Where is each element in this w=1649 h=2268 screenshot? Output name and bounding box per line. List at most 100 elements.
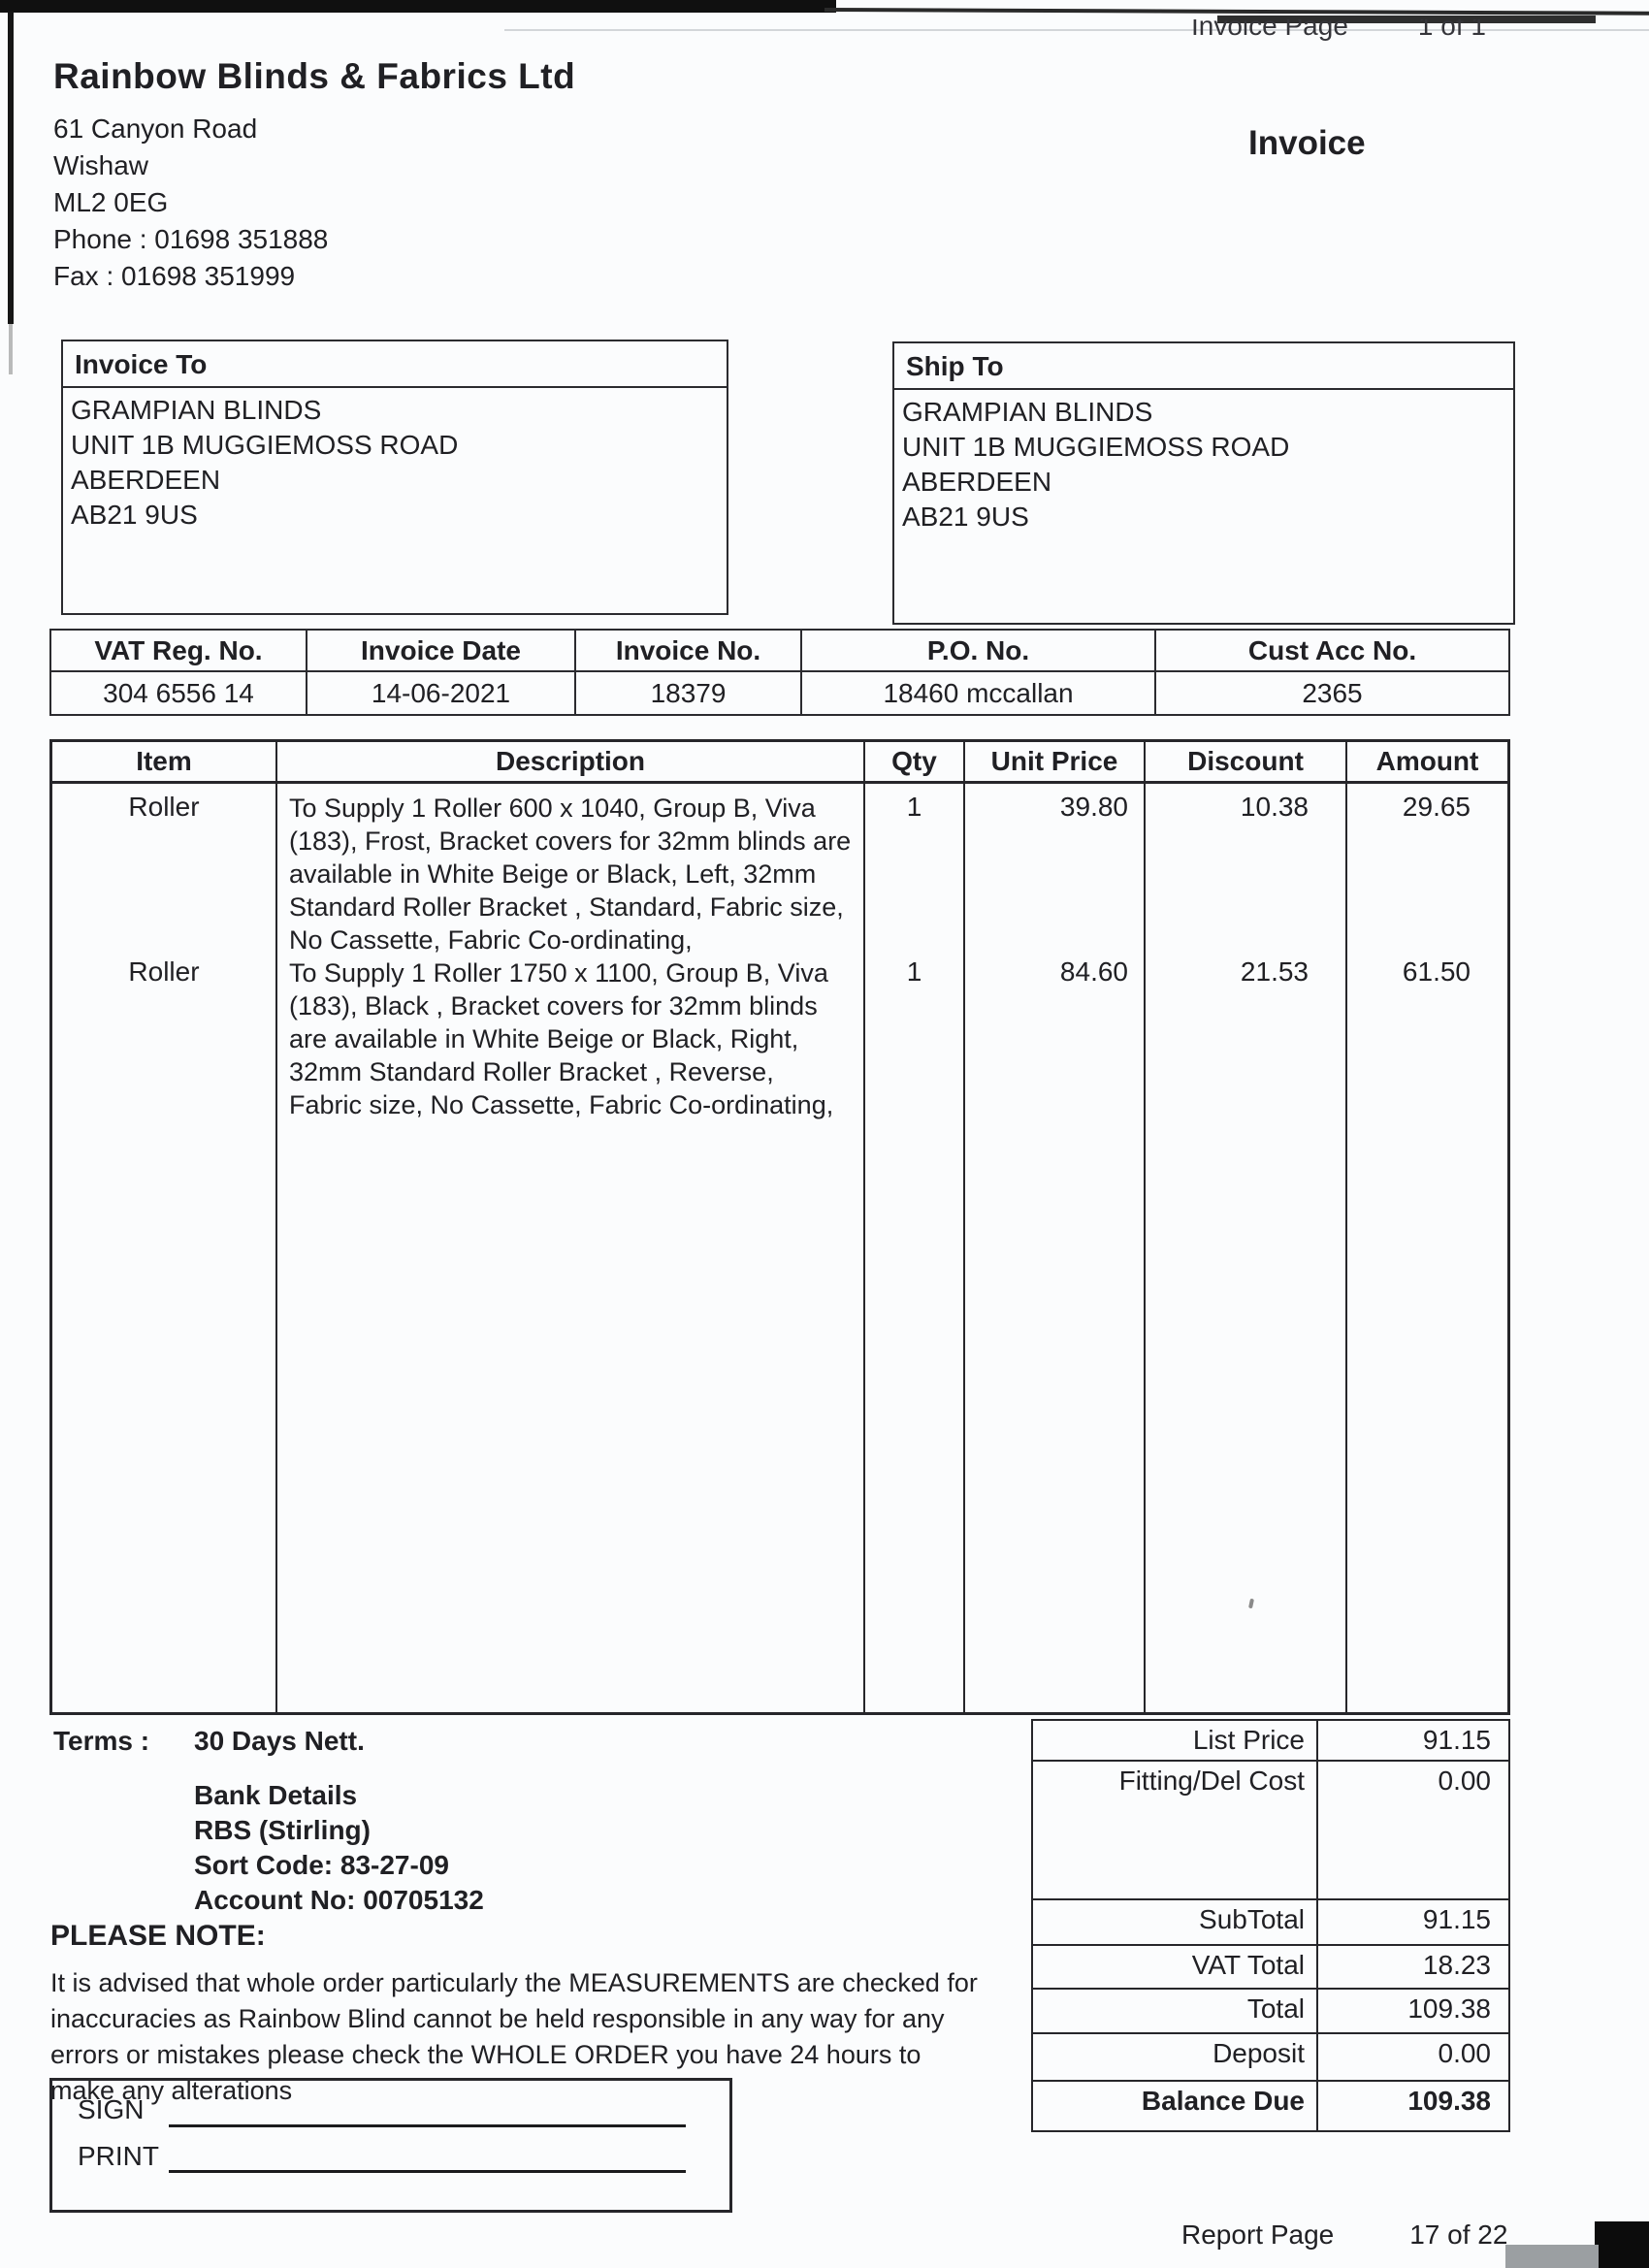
- scan-artifact-left-edge: [8, 12, 14, 324]
- item-discount: 21.53: [1240, 956, 1309, 987]
- column-header-unit-price: Unit Price: [965, 742, 1144, 784]
- column-header-description: Description: [277, 742, 863, 784]
- company-address-line: 61 Canyon Road: [53, 113, 258, 144]
- info-col-vat: VAT Reg. No. 304 6556 14: [51, 631, 307, 714]
- ship-to-line: ABERDEEN: [902, 467, 1052, 497]
- report-page-footer: Report Page 17 of 22: [1181, 2219, 1507, 2251]
- item-amount: 29.65: [1402, 792, 1471, 822]
- sign-line: [169, 2124, 686, 2127]
- column-amount: Amount 29.65 61.50: [1347, 742, 1507, 1712]
- column-header-amount: Amount: [1347, 742, 1507, 784]
- column-unit-price: Unit Price 39.80 84.60: [965, 742, 1146, 1712]
- line-items-table: Item Roller Roller Description To Supply…: [49, 739, 1510, 1715]
- column-body-qty: 1 1: [865, 784, 963, 1712]
- invoice-to-line: GRAMPIAN BLINDS: [71, 395, 322, 425]
- totals-label: VAT Total: [1033, 1946, 1318, 1988]
- column-header-discount: Discount: [1146, 742, 1345, 784]
- item-description: To Supply 1 Roller 600 x 1040, Group B, …: [289, 792, 854, 956]
- bank-name: RBS (Stirling): [194, 1815, 371, 1845]
- column-header-item: Item: [52, 742, 275, 784]
- ship-to-header: Ship To: [894, 343, 1513, 390]
- totals-row-subtotal: SubTotal 91.15: [1033, 1900, 1508, 1946]
- bank-details: Bank Details RBS (Stirling) Sort Code: 8…: [194, 1778, 484, 1918]
- scan-artifact-top-dashes: [1217, 16, 1596, 23]
- info-value: 2365: [1302, 677, 1363, 708]
- info-header: P.O. No.: [802, 631, 1154, 672]
- column-body-description: To Supply 1 Roller 600 x 1040, Group B, …: [277, 784, 863, 1712]
- bank-account-no: Account No: 00705132: [194, 1885, 484, 1915]
- totals-value: 0.00: [1438, 2038, 1492, 2068]
- sign-label: SIGN: [78, 2094, 145, 2124]
- company-header: Rainbow Blinds & Fabrics Ltd 61 Canyon R…: [53, 56, 575, 295]
- totals-table: List Price 91.15 Fitting/Del Cost 0.00 S…: [1031, 1719, 1510, 2132]
- info-col-date: Invoice Date 14-06-2021: [307, 631, 576, 714]
- invoice-to-line: ABERDEEN: [71, 465, 221, 495]
- description-line: 32mm Standard Roller Bracket , Reverse,: [289, 1057, 774, 1086]
- description-line: To Supply 1 Roller 1750 x 1100, Group B,…: [289, 958, 828, 988]
- print-line: [169, 2170, 686, 2173]
- column-body-amount: 29.65 61.50: [1347, 784, 1507, 1712]
- column-header-qty: Qty: [865, 742, 963, 784]
- ship-to-line: AB21 9US: [902, 502, 1029, 532]
- item-name: Roller: [128, 792, 200, 822]
- totals-value: 18.23: [1422, 1950, 1491, 1980]
- invoice-to-line: UNIT 1B MUGGIEMOSS ROAD: [71, 430, 459, 460]
- ship-to-line: GRAMPIAN BLINDS: [902, 397, 1153, 427]
- totals-label: Fitting/Del Cost: [1033, 1762, 1318, 1898]
- column-body-discount: 10.38 21.53: [1146, 784, 1345, 1712]
- scan-artifact-top-line: [824, 8, 1649, 16]
- description-line: No Cassette, Fabric Co-ordinating,: [289, 925, 693, 955]
- terms-label: Terms :: [53, 1726, 150, 1756]
- info-col-cust-acc: Cust Acc No. 2365: [1156, 631, 1508, 714]
- description-line: are available in White Beige or Black, R…: [289, 1024, 799, 1053]
- signature-box: SIGN PRINT: [49, 2078, 732, 2213]
- column-description: Description To Supply 1 Roller 600 x 104…: [277, 742, 865, 1712]
- bank-sort-code: Sort Code: 83-27-09: [194, 1850, 449, 1880]
- company-address-line: ML2 0EG: [53, 187, 169, 217]
- item-qty: 1: [906, 792, 922, 822]
- invoice-page-note-label: Invoice Page: [1191, 19, 1348, 41]
- totals-label: Total: [1033, 1990, 1318, 2032]
- description-line: To Supply 1 Roller 600 x 1040, Group B, …: [289, 794, 816, 823]
- totals-row-vat-total: VAT Total 18.23: [1033, 1946, 1508, 1990]
- totals-row-fitting-del-cost: Fitting/Del Cost 0.00: [1033, 1762, 1508, 1900]
- totals-value: 0.00: [1438, 1766, 1492, 1796]
- item-name: Roller: [128, 956, 200, 987]
- report-page-value: 17 of 22: [1409, 2219, 1508, 2250]
- totals-label: Balance Due: [1033, 2082, 1318, 2130]
- totals-value: 109.38: [1407, 1993, 1491, 2024]
- invoice-to-box: Invoice To GRAMPIAN BLINDS UNIT 1B MUGGI…: [61, 340, 728, 615]
- column-body-item: Roller Roller: [52, 784, 275, 1712]
- description-line: (183), Frost, Bracket covers for 32mm bl…: [289, 826, 852, 856]
- info-header: VAT Reg. No.: [51, 631, 306, 672]
- totals-row-deposit: Deposit 0.00: [1033, 2034, 1508, 2082]
- column-item: Item Roller Roller: [52, 742, 277, 1712]
- invoice-to-line: AB21 9US: [71, 500, 198, 530]
- scan-artifact-corner-gray: [1505, 2245, 1599, 2268]
- info-col-po-no: P.O. No. 18460 mccallan: [802, 631, 1156, 714]
- item-qty: 1: [906, 956, 922, 987]
- item-amount: 61.50: [1402, 956, 1471, 987]
- scan-artifact-corner-black: [1595, 2221, 1649, 2268]
- totals-row-list-price: List Price 91.15: [1033, 1721, 1508, 1762]
- invoice-info-table: VAT Reg. No. 304 6556 14 Invoice Date 14…: [49, 629, 1510, 716]
- company-address-line: Wishaw: [53, 150, 149, 180]
- info-value: 14-06-2021: [371, 677, 511, 708]
- report-page-label: Report Page: [1181, 2219, 1335, 2250]
- invoice-to-address: GRAMPIAN BLINDS UNIT 1B MUGGIEMOSS ROAD …: [63, 388, 727, 537]
- info-col-invoice-no: Invoice No. 18379: [576, 631, 802, 714]
- item-unit-price: 84.60: [1059, 956, 1128, 987]
- info-value: 18379: [650, 677, 727, 708]
- item-description: To Supply 1 Roller 1750 x 1100, Group B,…: [289, 956, 854, 1121]
- invoice-page-note-value: 1 of 1: [1417, 19, 1486, 41]
- bank-details-title: Bank Details: [194, 1780, 358, 1810]
- description-line: Fabric size, No Cassette, Fabric Co-ordi…: [289, 1090, 834, 1119]
- invoice-page-note: Invoice Page 1 of 1: [1191, 19, 1486, 52]
- ship-to-address: GRAMPIAN BLINDS UNIT 1B MUGGIEMOSS ROAD …: [894, 390, 1513, 539]
- item-discount: 10.38: [1240, 792, 1309, 822]
- scan-artifact-faint-line: [504, 29, 1649, 31]
- ship-to-box: Ship To GRAMPIAN BLINDS UNIT 1B MUGGIEMO…: [892, 341, 1515, 625]
- description-line: available in White Beige or Black, Left,…: [289, 859, 817, 889]
- terms-value: 30 Days Nett.: [194, 1726, 365, 1756]
